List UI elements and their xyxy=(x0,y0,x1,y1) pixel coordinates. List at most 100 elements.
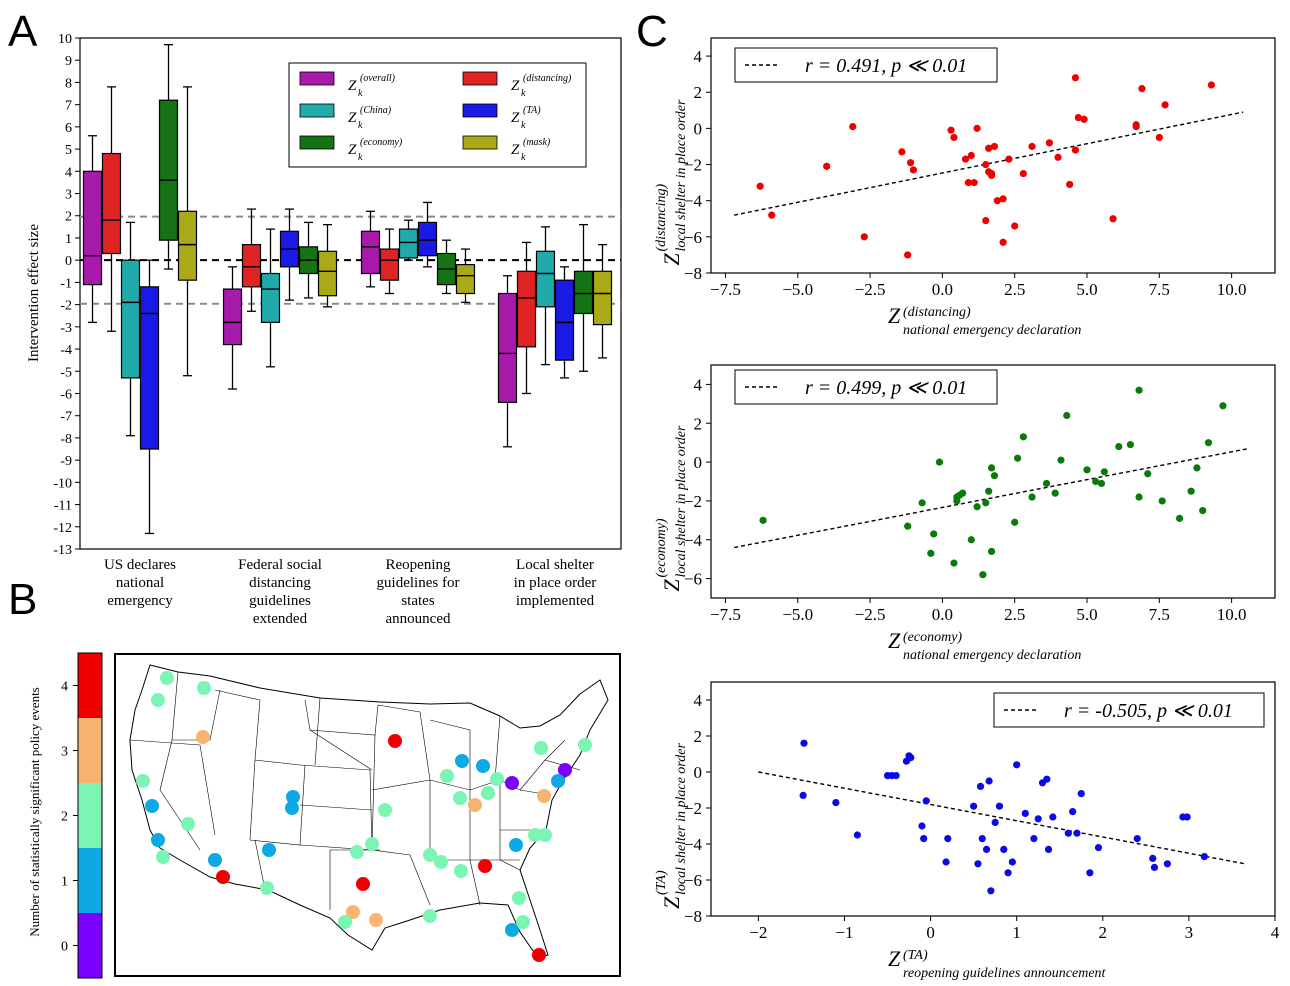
x-axis-label-symbol: Z xyxy=(888,946,901,971)
y-tick-label: −4 xyxy=(684,531,703,550)
data-point xyxy=(1126,441,1134,449)
y-tick-label: −2 xyxy=(684,799,702,818)
state-marker xyxy=(356,877,370,891)
data-point xyxy=(995,802,1004,810)
x-tick-label: 2.5 xyxy=(1004,605,1025,624)
data-point xyxy=(1013,761,1021,769)
state-marker xyxy=(338,915,352,929)
data-point xyxy=(892,772,900,780)
y-tick-label: 3 xyxy=(65,188,72,203)
x-axis-label-symbol: Z xyxy=(888,628,901,653)
category-label: announced xyxy=(386,611,451,627)
box xyxy=(379,248,400,281)
box xyxy=(573,270,594,315)
state-marker xyxy=(509,838,523,852)
state-marker xyxy=(196,730,210,744)
y-axis-label-superscript: (economy) xyxy=(654,518,669,577)
data-point xyxy=(967,151,975,160)
y-tick-label: 4 xyxy=(694,375,703,394)
state-marker xyxy=(478,859,492,873)
box xyxy=(398,228,419,259)
x-axis-label-subscript: national emergency declaration xyxy=(903,323,1081,338)
state-marker xyxy=(156,850,170,864)
data-point xyxy=(1097,479,1106,488)
legend-superscript: (distancing) xyxy=(523,73,572,84)
scatter-frame xyxy=(710,681,1276,917)
data-point xyxy=(967,536,975,544)
data-point xyxy=(950,559,958,567)
data-point xyxy=(1011,518,1019,526)
state-marker xyxy=(532,948,546,962)
legend-superscript: (mask) xyxy=(523,137,551,148)
data-point xyxy=(909,166,918,174)
data-point xyxy=(1034,815,1042,823)
y-axis-label: Z (economy) local shelter in place order xyxy=(654,425,689,591)
state-marker xyxy=(151,833,165,847)
x-tick-label: −7.5 xyxy=(710,605,741,624)
data-point xyxy=(1092,477,1100,486)
y-tick-label: 2 xyxy=(65,210,72,225)
y-axis-label: Intervention effect size xyxy=(26,224,42,362)
data-point xyxy=(918,822,926,830)
map-state-markers xyxy=(136,671,592,962)
panel-label-c: C xyxy=(636,7,668,56)
box xyxy=(554,279,575,361)
data-point xyxy=(1138,85,1146,93)
data-point xyxy=(953,497,961,505)
legend-subscript: k xyxy=(358,152,363,163)
data-point xyxy=(1132,122,1140,131)
x-axis-label-superscript: (distancing) xyxy=(903,305,971,320)
data-point xyxy=(985,487,993,495)
scatter-panel-distancing: −7.5 −5.0 −2.5 0.0 2.5 5.0 7.5 10.0 4 2 0 −2 −4 −6 −8 r… xyxy=(654,37,1276,338)
data-point xyxy=(799,791,807,800)
x-axis-label-subscript: national emergency declaration xyxy=(903,648,1081,663)
legend-text: r = 0.499, p ≪ 0.01 xyxy=(805,377,967,399)
x-axis-label-subscript: reopening guidelines announcement xyxy=(903,966,1107,981)
data-point xyxy=(1187,487,1195,495)
data-point xyxy=(978,835,986,843)
state-marker xyxy=(468,798,482,812)
colorbar: 4 3 2 1 0 xyxy=(61,652,103,979)
state-borders xyxy=(129,671,581,910)
x-axis-label-superscript: (TA) xyxy=(903,948,928,963)
y-tick-label: -2 xyxy=(60,299,72,314)
legend-text: r = -0.505, p ≪ 0.01 xyxy=(1064,700,1233,722)
data-point xyxy=(1028,493,1036,501)
y-axis-label-symbol: Z xyxy=(659,579,684,592)
state-marker xyxy=(516,915,530,929)
x-tick-label: 1 xyxy=(1012,923,1021,942)
scatter-panel-economy: −7.5 −5.0 −2.5 0.0 2.5 5.0 7.5 10.0 4 2 0 −2 −4 −6 r =… xyxy=(654,364,1276,663)
data-point xyxy=(1100,468,1108,476)
data-point xyxy=(1144,470,1152,478)
data-point xyxy=(1030,835,1038,843)
category-label: Reopening xyxy=(386,557,451,573)
data-point xyxy=(973,503,981,511)
data-point xyxy=(982,216,990,225)
y-axis-label: Z(distancing) local shelter in place orde… xyxy=(654,99,689,265)
data-point xyxy=(918,499,926,507)
y-tick-label: -11 xyxy=(54,499,72,514)
y-tick-label: -1 xyxy=(60,276,72,291)
state-marker xyxy=(388,734,402,748)
data-point xyxy=(1161,101,1169,109)
data-point xyxy=(906,159,915,167)
map-panel: 4 3 2 1 0 Number of statistically significan… xyxy=(27,652,621,979)
data-point xyxy=(1013,454,1022,462)
data-point xyxy=(982,845,991,854)
data-point xyxy=(991,818,999,827)
category-label: Federal social xyxy=(238,557,322,573)
data-point xyxy=(961,155,970,163)
legend-superscript: (TA) xyxy=(523,105,541,116)
category-label: extended xyxy=(253,611,308,627)
data-point xyxy=(1066,180,1074,189)
state-marker xyxy=(534,741,548,755)
state-marker xyxy=(160,671,174,685)
fit-line xyxy=(734,447,1250,549)
data-point xyxy=(944,835,952,843)
data-point xyxy=(823,162,831,170)
category-label: guidelines xyxy=(249,593,311,609)
category-label: US declares xyxy=(104,557,176,573)
colorbar-tick-label: 3 xyxy=(61,745,68,760)
state-marker xyxy=(528,828,542,842)
data-point xyxy=(853,831,861,839)
